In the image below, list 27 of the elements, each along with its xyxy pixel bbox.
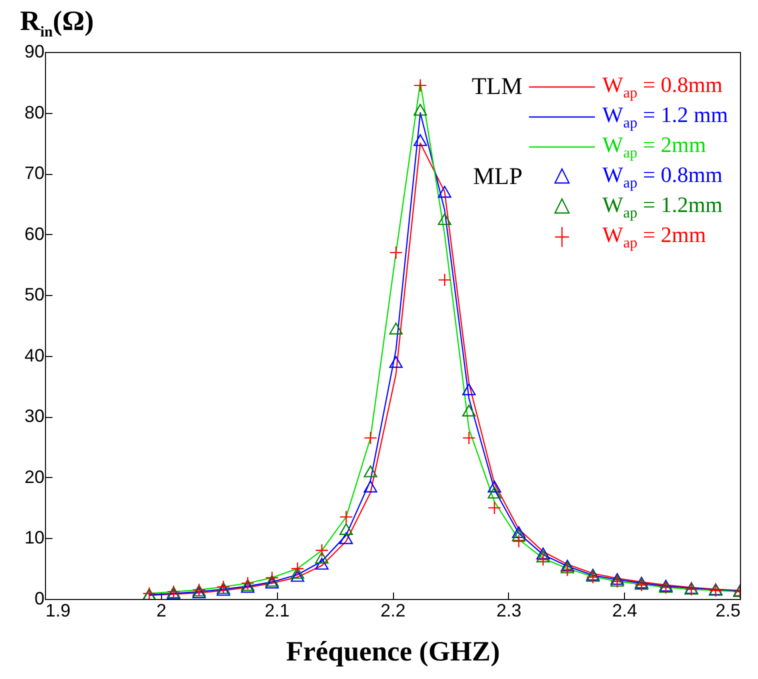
y-tick-label: 0 bbox=[34, 588, 44, 608]
x-tick-label: 2.4 bbox=[612, 600, 638, 620]
x-axis-title: Fréquence (GHZ) bbox=[286, 636, 500, 668]
legend-label: W$_{ap}$ = 0.8mm bbox=[602, 162, 722, 192]
annotation: MLP bbox=[472, 164, 522, 190]
legend-label: W$_{ap}$ = 1.2mm bbox=[602, 192, 722, 222]
y-tick-label: 40 bbox=[24, 345, 44, 366]
x-tick-label: 1.9 bbox=[46, 600, 71, 620]
x-tick-label: 2.5 bbox=[715, 600, 740, 620]
x-tick-label: 2.2 bbox=[380, 600, 406, 620]
y-tick-label: 80 bbox=[24, 102, 44, 122]
y-tick-label: 90 bbox=[24, 42, 44, 62]
y-tick-label: 70 bbox=[24, 163, 44, 184]
legend-label: W$_{ap}$ = 2mm bbox=[602, 222, 706, 252]
x-tick-label: 2.3 bbox=[496, 600, 522, 620]
y-axis-title: R$_{in}$(Ω) bbox=[20, 6, 94, 42]
legend-label: W$_{ap}$ = 0.8mm bbox=[602, 72, 722, 102]
x-tick-label: 2 bbox=[156, 600, 166, 620]
y-tick-label: 60 bbox=[24, 224, 44, 244]
legend-label: W$_{ap}$ = 1.2 mm bbox=[602, 102, 728, 132]
y-tick-label: 50 bbox=[24, 284, 44, 305]
y-tick-label: 30 bbox=[24, 406, 44, 426]
y-tick-label: 10 bbox=[24, 528, 44, 548]
y-tick-label: 20 bbox=[24, 466, 44, 487]
legend-label: W$_{ap}$ = 2mm bbox=[602, 132, 706, 162]
x-tick-label: 2.1 bbox=[264, 600, 290, 620]
annotation: TLM bbox=[470, 74, 522, 100]
